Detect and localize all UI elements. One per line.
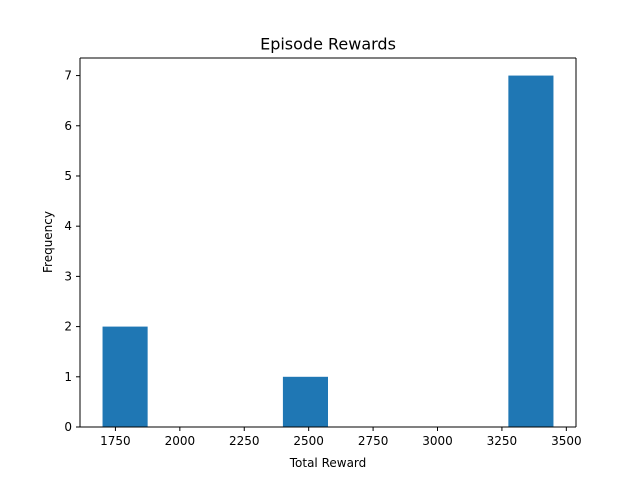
chart-title: Episode Rewards (260, 35, 396, 54)
x-tick-label: 2500 (293, 434, 324, 448)
x-tick-label: 2000 (165, 434, 196, 448)
y-tick-label: 2 (64, 320, 72, 334)
x-tick-label: 2250 (229, 434, 260, 448)
histogram-bar (102, 326, 148, 427)
y-tick-label: 7 (64, 69, 72, 83)
histogram-bar (282, 376, 328, 427)
x-axis-label: Total Reward (289, 456, 367, 470)
axes-group: 1750 2000 2250 2500 2750 3000 3250 3500 0 1 2 3 4 5 6 7 (64, 57, 582, 448)
bars-group (102, 75, 554, 428)
x-tick-label: 3000 (422, 434, 453, 448)
x-tick-label: 1750 (100, 434, 131, 448)
x-tick-label: 3500 (551, 434, 582, 448)
y-tick-label: 5 (64, 169, 72, 183)
y-tick-label: 6 (64, 119, 72, 133)
y-axis-label: Frequency (41, 211, 55, 273)
y-tick-label: 0 (64, 420, 72, 434)
y-tick-label: 1 (64, 370, 72, 384)
y-tick-label: 4 (64, 219, 72, 233)
x-tick-label: 2750 (358, 434, 389, 448)
y-tick-label: 3 (64, 269, 72, 283)
histogram-bar (508, 75, 554, 428)
x-tick-label: 3250 (487, 434, 518, 448)
